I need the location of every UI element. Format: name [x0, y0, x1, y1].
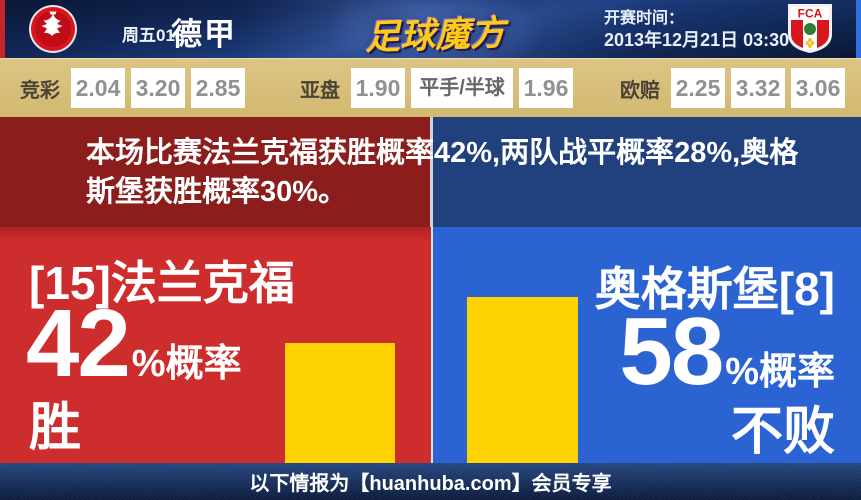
left-red-stripe: [0, 0, 5, 58]
away-probability-bar: [467, 297, 578, 463]
probability-summary: 本场比赛法兰克福获胜概率42%,两队战平概率28%,奥格 斯堡获胜概率30%。: [0, 117, 861, 212]
jingcai-label: 竞彩: [20, 79, 60, 102]
header: 周五018 德甲 足球魔方 开赛时间： 2013年12月21日 03:30 FC…: [0, 0, 861, 86]
yapan-handicap: 平手/半球: [411, 68, 513, 108]
jingcai-away-odds: 2.85: [191, 68, 245, 108]
home-probability-suffix: %概率: [131, 343, 242, 385]
away-probability-value: 58: [619, 298, 724, 405]
home-team-panel: [15]法兰克福 42 %概率 胜: [0, 227, 431, 463]
augsburg-crest-icon: FCA: [788, 4, 832, 53]
probability-panels: [15]法兰克福 42 %概率 胜 奥格斯堡[8] 58 %概率 不败: [0, 227, 861, 463]
site-logo: 足球魔方: [364, 13, 506, 58]
kickoff-label: 开赛时间：: [604, 10, 685, 27]
probability-banner: 本场比赛法兰克福获胜概率42%,两队战平概率28%,奥格 斯堡获胜概率30%。: [0, 117, 861, 227]
yapan-away-odds: 1.96: [519, 68, 573, 108]
footer-bar: 以下情报为【huanhuba.com】会员专享: [0, 463, 861, 500]
away-team-panel: 奥格斯堡[8] 58 %概率 不败: [433, 227, 861, 463]
odds-bar: 竞彩 2.04 3.20 2.85 亚盘 1.90 平手/半球 1.96 欧赔 …: [0, 58, 861, 117]
oupei-label: 欧赔: [620, 79, 660, 102]
home-probability-bar: [285, 343, 395, 463]
fca-crest-text: FCA: [798, 7, 823, 21]
odds-group-yapan: 亚盘 1.90 平手/半球 1.96: [300, 59, 573, 117]
footer-promo-text: 以下情报为【huanhuba.com】会员专享: [249, 473, 612, 495]
jingcai-home-odds: 2.04: [71, 68, 125, 108]
home-probability: 42 %概率: [26, 289, 242, 399]
match-number: 周五018: [122, 26, 185, 45]
kickoff-datetime: 2013年12月21日 03:30: [604, 30, 790, 50]
home-probability-value: 42: [26, 290, 131, 397]
league-name: 德甲: [171, 17, 237, 52]
oupei-draw-odds: 3.32: [731, 68, 785, 108]
home-team-name: [15]法兰克福: [29, 257, 295, 309]
oupei-away-odds: 3.06: [791, 68, 845, 108]
home-outcome-label: 胜: [29, 399, 82, 457]
away-probability-suffix: %概率: [725, 351, 835, 393]
panel-divider: [431, 227, 433, 463]
oupei-home-odds: 2.25: [671, 68, 725, 108]
yapan-home-odds: 1.90: [351, 68, 405, 108]
probability-summary-line1: 本场比赛法兰克福获胜概率42%,两队战平概率28%,奥格: [86, 137, 799, 169]
frankfurt-crest-icon: [29, 5, 77, 53]
away-probability: 58 %概率: [619, 297, 835, 407]
odds-group-jingcai: 竞彩 2.04 3.20 2.85: [20, 59, 245, 117]
away-team-name: 奥格斯堡[8]: [594, 263, 835, 315]
yapan-label: 亚盘: [300, 79, 340, 102]
odds-group-oupei: 欧赔 2.25 3.32 3.06: [620, 59, 845, 117]
probability-summary-line2: 斯堡获胜概率30%。: [86, 176, 348, 208]
jingcai-draw-odds: 3.20: [131, 68, 185, 108]
right-blue-stripe: [856, 0, 861, 58]
kickoff-time-block: 开赛时间： 2013年12月21日 03:30: [604, 9, 789, 52]
away-outcome-label: 不败: [730, 403, 835, 461]
